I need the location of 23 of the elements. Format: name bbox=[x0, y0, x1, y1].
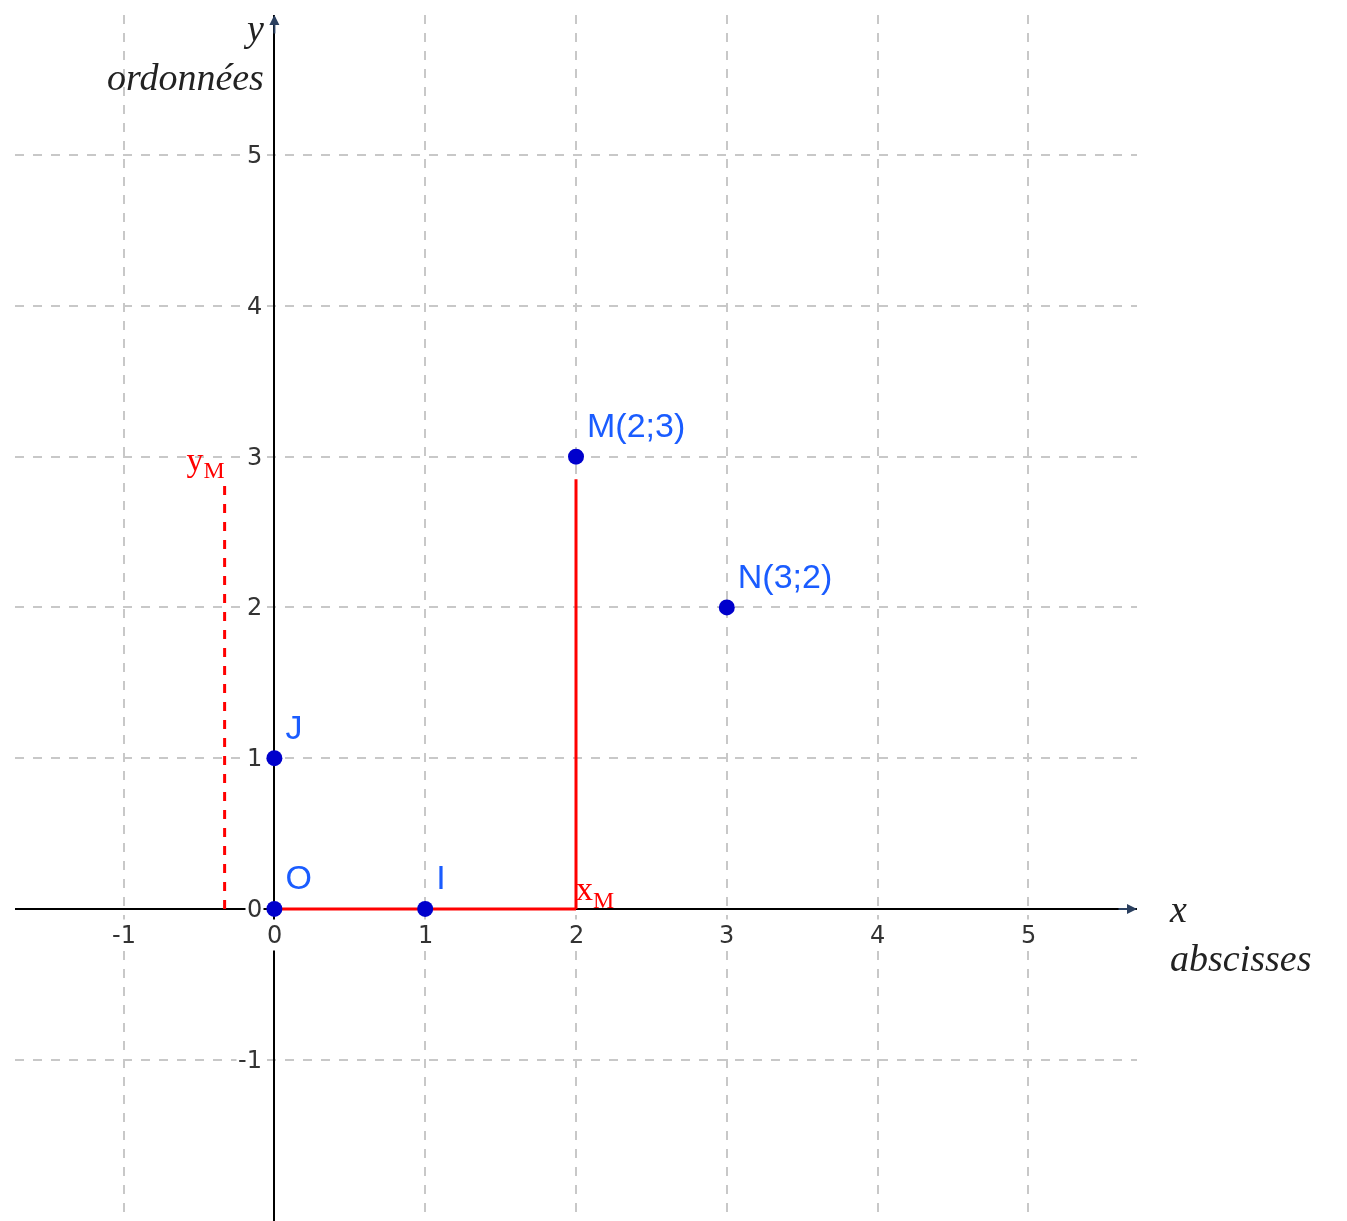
data-label: J bbox=[285, 707, 303, 746]
data-label: I bbox=[436, 858, 446, 897]
y-tick-label: 5 bbox=[247, 141, 263, 169]
data-label: N(3;2) bbox=[737, 556, 833, 595]
x-tick-label: 3 bbox=[719, 921, 735, 949]
x-tick-label: 0 bbox=[267, 921, 283, 949]
x-tick-label: 1 bbox=[418, 921, 434, 949]
data-label: x$_{M}$ bbox=[576, 870, 615, 913]
x-tick-label: 4 bbox=[870, 921, 886, 949]
y-tick-label: 4 bbox=[247, 292, 263, 320]
data-label: M(2;3) bbox=[587, 406, 686, 445]
y-axis-title: y ordonnées bbox=[107, 7, 265, 99]
y-tick-label: -1 bbox=[238, 1046, 262, 1074]
y-tick-label: 0 bbox=[247, 895, 263, 923]
y-tick-label: 3 bbox=[247, 443, 263, 471]
x-tick-label: -1 bbox=[112, 921, 136, 949]
data-label: y$_{M}$ bbox=[186, 440, 225, 483]
x-tick-label: 5 bbox=[1021, 921, 1037, 949]
data-label: O bbox=[285, 858, 312, 897]
y-tick-label: 2 bbox=[247, 593, 263, 621]
x-axis-title: x abscisses bbox=[1169, 888, 1312, 980]
y-tick-label: 1 bbox=[247, 744, 263, 772]
x-tick-label: 2 bbox=[569, 921, 585, 949]
